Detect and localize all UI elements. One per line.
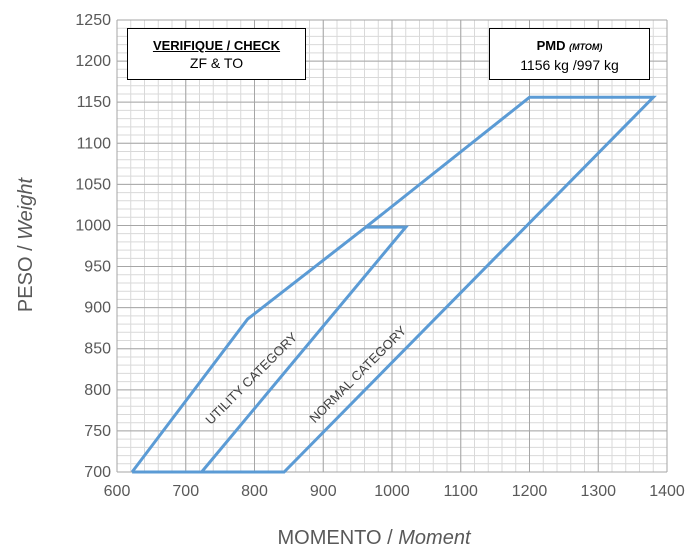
x-tick-label: 600 [104,483,131,500]
mtom-box-subtitle: 1156 kg /997 kg [520,57,619,73]
envelope-lines [130,95,657,474]
y-tick-label: 900 [84,300,111,317]
check-box: VERIFIQUE / CHECK ZF & TO [127,28,306,80]
y-tick-label: 1050 [75,176,111,193]
y-tick-label: 800 [84,382,111,399]
y-tick-label: 850 [84,341,111,358]
y-tick-labels: 700 750 800 850 900 950 1000 1050 1100 1150 1200 12… [75,12,111,481]
mtom-box: PMD (MTOM) 1156 kg /997 kg [489,28,650,80]
y-tick-label: 1100 [77,135,112,152]
x-axis-title: MOMENTO / Moment [278,527,472,549]
envelope-series-line-2 [200,225,410,473]
y-axis-title-italic: Weight [15,176,37,239]
x-tick-label: 800 [241,483,268,500]
y-axis-title-main: PESO [15,256,37,312]
x-axis-title-main: MOMENTO [278,527,382,549]
y-tick-label: 750 [84,423,111,440]
y-tick-label: 1200 [75,53,111,70]
x-tick-label: 1100 [444,483,479,500]
y-tick-label: 950 [84,259,111,276]
y-tick-label: 700 [84,464,111,481]
check-box-subtitle: ZF & TO [189,55,244,71]
y-tick-label: 1150 [77,94,112,111]
mtom-box-title: PMD (MTOM) [490,37,649,56]
x-tick-label: 900 [310,483,337,500]
x-tick-label: 1400 [649,483,685,500]
mtom-box-title-small: (MTOM) [569,42,603,52]
y-axis-title: PESO / Weight [15,176,37,312]
check-box-title: VERIFIQUE / CHECK [152,38,281,53]
envelope-series-line-1 [130,95,657,474]
x-axis-title-italic: Moment [398,527,472,549]
major-gridlines [116,19,668,473]
mtom-box-title-main: PMD [536,38,566,53]
y-tick-label: 1000 [75,217,111,234]
x-tick-label: 700 [172,483,199,500]
x-tick-label: 1300 [580,483,616,500]
y-axis-title-sep: / [15,240,37,257]
y-tick-label: 1250 [75,12,111,29]
x-tick-labels: 600 700 800 900 1000 1100 1200 1300 1400 [104,483,685,500]
x-tick-label: 1200 [512,483,548,500]
x-tick-label: 1000 [374,483,410,500]
category-label-2: NORMAL CATEGORY [306,323,409,426]
x-axis-title-sep: / [382,527,399,549]
